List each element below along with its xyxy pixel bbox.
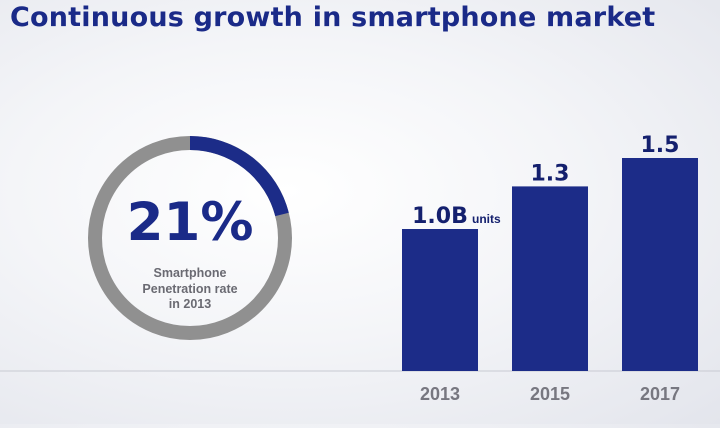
unit-label: units	[472, 212, 501, 226]
penetration-caption: Smartphone Penetration rate in 2013	[130, 266, 250, 313]
x-tick-2015: 2015	[530, 384, 570, 404]
data-label-2013: 1.0B	[412, 204, 468, 229]
donut-fill-arc	[88, 136, 292, 340]
page-title: Continuous growth in smartphone market	[10, 2, 656, 33]
bar-2013	[402, 229, 478, 371]
data-label-2015: 1.3	[531, 161, 570, 186]
caption-line-2: Penetration rate	[142, 281, 238, 296]
caption-line-3: in 2013	[168, 297, 212, 312]
x-tick-2013: 2013	[420, 384, 460, 404]
caption-line-1: Smartphone	[153, 266, 227, 280]
bar-2015	[512, 186, 588, 371]
penetration-value: 21%	[126, 192, 254, 253]
data-label-2017: 1.5	[641, 133, 680, 158]
bar-2017	[622, 158, 698, 371]
x-tick-2017: 2017	[640, 384, 680, 404]
